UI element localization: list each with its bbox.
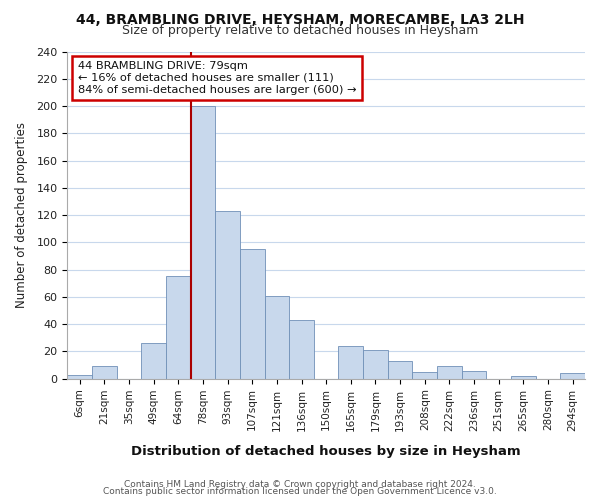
- Bar: [92, 366, 116, 379]
- Bar: [191, 106, 215, 379]
- Text: 44, BRAMBLING DRIVE, HEYSHAM, MORECAMBE, LA3 2LH: 44, BRAMBLING DRIVE, HEYSHAM, MORECAMBE,…: [76, 12, 524, 26]
- Y-axis label: Number of detached properties: Number of detached properties: [15, 122, 28, 308]
- Bar: [511, 376, 536, 379]
- Bar: [338, 346, 363, 379]
- Text: Contains public sector information licensed under the Open Government Licence v3: Contains public sector information licen…: [103, 488, 497, 496]
- Bar: [141, 344, 166, 379]
- Bar: [462, 370, 487, 379]
- X-axis label: Distribution of detached houses by size in Heysham: Distribution of detached houses by size …: [131, 444, 521, 458]
- Bar: [289, 320, 314, 379]
- Bar: [240, 249, 265, 379]
- Bar: [412, 372, 437, 379]
- Bar: [437, 366, 462, 379]
- Bar: [560, 374, 585, 379]
- Text: 44 BRAMBLING DRIVE: 79sqm
← 16% of detached houses are smaller (111)
84% of semi: 44 BRAMBLING DRIVE: 79sqm ← 16% of detac…: [77, 62, 356, 94]
- Text: Size of property relative to detached houses in Heysham: Size of property relative to detached ho…: [122, 24, 478, 37]
- Bar: [265, 296, 289, 379]
- Bar: [215, 211, 240, 379]
- Text: Contains HM Land Registry data © Crown copyright and database right 2024.: Contains HM Land Registry data © Crown c…: [124, 480, 476, 489]
- Bar: [363, 350, 388, 379]
- Bar: [67, 374, 92, 379]
- Bar: [166, 276, 191, 379]
- Bar: [388, 361, 412, 379]
